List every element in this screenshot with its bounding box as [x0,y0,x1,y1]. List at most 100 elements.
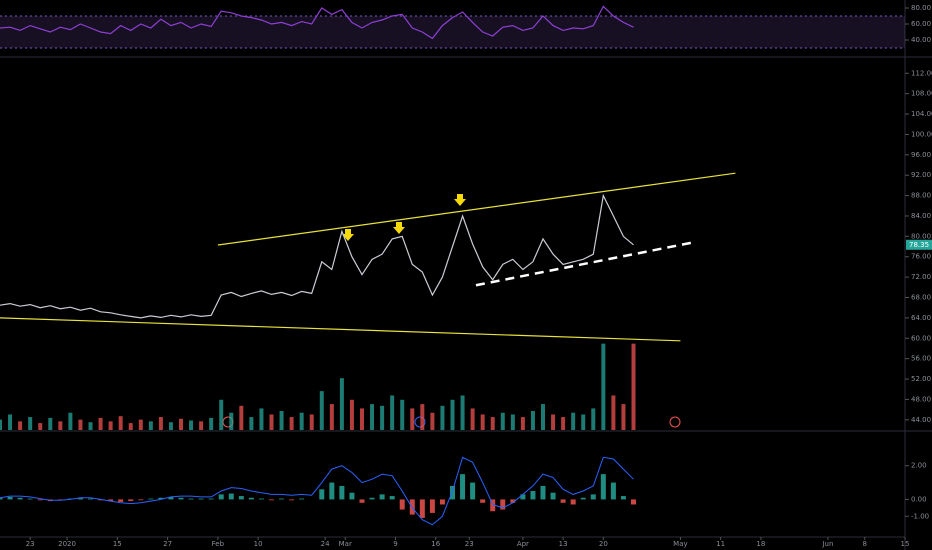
volume-bar [289,417,294,430]
histogram-bar [198,498,204,500]
volume-bar [98,417,103,430]
histogram-bar [178,497,184,500]
volume-bar [360,408,364,430]
volume-bar [500,412,505,430]
volume-bar [460,395,465,430]
pane: 80.00 60.00 40.00 [0,4,931,49]
volume-bar [158,417,163,430]
volume-bar [440,405,445,430]
histogram-bar [389,496,395,500]
volume-bar [581,414,586,430]
x-tick-label: 16 [431,540,440,548]
volume-bar [259,408,264,430]
y-tick-label: 68.00 [911,294,931,302]
y-tick-label: 108.00 [911,90,932,98]
x-tick-label: 10 [254,540,263,548]
histogram-bar [600,474,606,500]
x-tick-label: Feb [212,540,225,548]
histogram-bar [329,482,335,500]
y-tick-label: 96.00 [911,151,931,159]
x-tick-label: May [673,540,687,548]
histogram-bar [450,485,455,500]
x-tick-label: 11 [716,540,725,548]
y-tick-label: 2.00 [911,462,927,470]
histogram-bar [470,482,476,500]
x-tick-label: 8 [863,540,867,548]
y-tick-label: 72.00 [911,273,931,281]
histogram-bar [460,474,466,500]
volume-bar [58,421,63,430]
y-tick-label: 100.00 [911,130,932,138]
pane: 2.00 0.00 -1.00 23 2020 15 27 Feb 10 24 Mar 9 16 23 Ap… [0,456,929,548]
histogram-bar [279,498,285,500]
series-line [0,5,634,40]
histogram-bar [419,499,425,518]
y-tick-label: 80.00 [911,232,931,240]
histogram-bar [560,499,566,503]
histogram-bar [570,499,576,505]
histogram-bar [319,489,325,500]
y-tick-label: 76.00 [911,253,931,261]
histogram-bar [580,497,586,500]
histogram-bar [339,485,345,500]
histogram-bar [299,498,305,500]
volume-bar [319,391,324,430]
histogram-bar [238,496,244,500]
histogram-bar [550,492,556,500]
trend-line [475,240,696,287]
volume-bar [229,412,234,430]
volume-bar [239,405,244,430]
histogram-bar [168,496,174,500]
y-tick-label: 80.00 [911,4,931,12]
volume-bar [520,417,525,430]
y-tick-label: 40.00 [911,36,931,44]
arrow [393,222,405,234]
y-tick-label: 60.00 [911,20,931,28]
histogram-bar [27,498,33,500]
volume-bar [551,414,556,430]
trend-line [217,172,736,246]
volume-bar [470,408,475,430]
histogram-bar [269,499,274,501]
histogram-bar [88,498,93,500]
histogram-bar [148,498,154,500]
volume-bar [561,417,566,430]
volume-bar [48,417,53,430]
volume-bar [430,412,435,430]
y-tick-label: 56.00 [911,355,931,363]
histogram-bar [379,494,385,500]
arrow [454,194,466,206]
volume-bar [571,412,576,430]
histogram-bar [0,497,3,500]
x-tick-label: 2020 [58,540,76,548]
y-tick-label: 88.00 [911,192,931,200]
histogram-bar [248,497,254,500]
histogram-bar [510,499,516,503]
y-tick-label: 0.00 [911,495,927,503]
histogram-bar [77,497,83,500]
volume-bar [450,399,455,430]
histogram-bar [218,494,224,500]
arrows [342,194,466,241]
last-price-label: 78.35 [909,241,929,249]
x-tick-label: 23 [26,540,35,548]
histogram-bar [128,499,134,502]
histogram-bar [480,499,486,503]
volume-bar [380,405,385,430]
volume-bar [621,404,626,430]
histogram-bar [7,496,13,500]
histogram-bar [188,498,194,500]
volume-bar [168,422,173,430]
histogram-bar [108,499,114,502]
histogram-bar [258,498,264,500]
volume-bar [591,408,596,430]
x-tick-label: Jun [821,540,833,548]
volume-bar [38,423,43,430]
series-line [0,193,634,319]
x-tick-label: 18 [756,540,765,548]
volume-bar [219,399,224,430]
x-tick-label: 15 [113,540,122,548]
volume-bar [410,408,415,430]
